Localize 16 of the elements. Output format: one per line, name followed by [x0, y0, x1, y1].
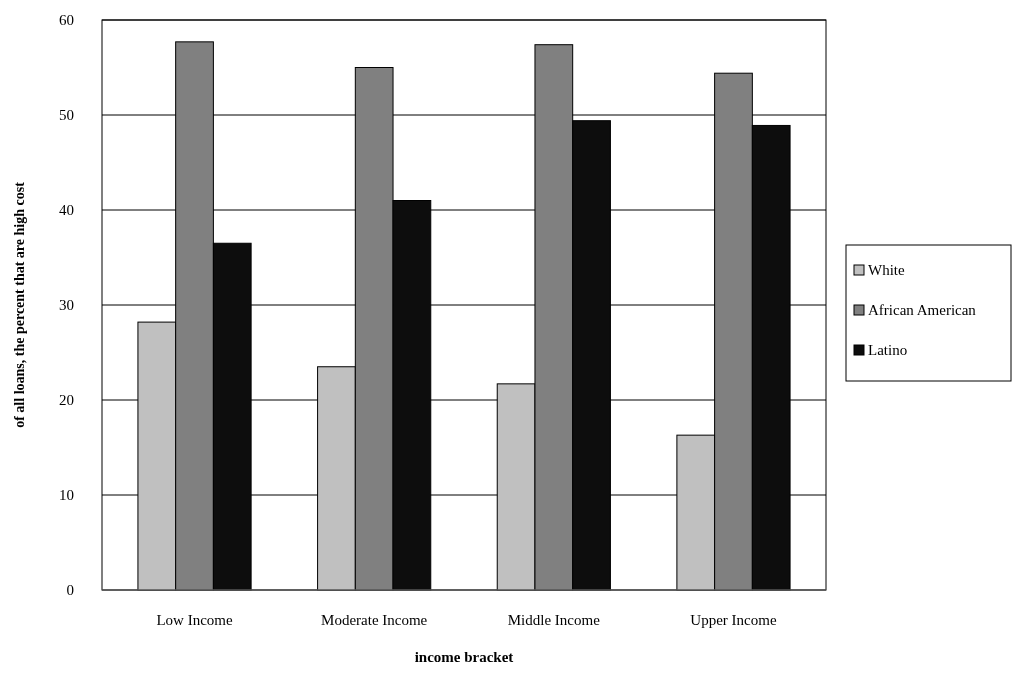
x-tick-label: Moderate Income — [321, 612, 428, 628]
x-tick-label: Middle Income — [507, 612, 601, 628]
legend-label: African American — [868, 302, 977, 319]
y-tick-label: 10 — [59, 487, 74, 504]
y-tick-label: 0 — [66, 582, 74, 599]
x-tick-label: Low Income — [156, 612, 233, 628]
y-tick-label: 30 — [59, 297, 74, 314]
y-axis-title: of all loans, the percent that are high cost — [12, 181, 27, 428]
x-axis-title: income bracket — [414, 649, 514, 665]
x-tick-label: Upper Income — [690, 612, 777, 628]
legend-label: White — [868, 262, 905, 279]
y-tick-label: 40 — [59, 202, 74, 219]
y-tick-label: 60 — [59, 12, 74, 29]
legend-label: Latino — [868, 342, 908, 359]
y-tick-label: 50 — [59, 107, 74, 124]
y-tick-label: 20 — [59, 392, 74, 409]
